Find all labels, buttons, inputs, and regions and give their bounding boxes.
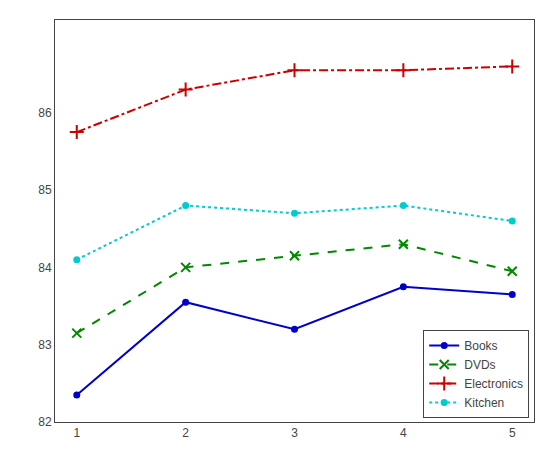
svg-text:4: 4 [400, 426, 407, 440]
svg-text:DVDs: DVDs [464, 358, 495, 372]
svg-text:82: 82 [38, 415, 52, 429]
svg-text:Kitchen: Kitchen [464, 396, 504, 410]
svg-text:84: 84 [38, 261, 52, 275]
svg-text:83: 83 [38, 338, 52, 352]
svg-text:85: 85 [38, 183, 52, 197]
svg-text:Electronics: Electronics [464, 377, 523, 391]
svg-text:Books: Books [464, 339, 497, 353]
svg-text:86: 86 [38, 106, 52, 120]
svg-text:3: 3 [291, 426, 298, 440]
svg-text:2: 2 [182, 426, 189, 440]
svg-text:5: 5 [509, 426, 516, 440]
svg-text:1: 1 [73, 426, 80, 440]
